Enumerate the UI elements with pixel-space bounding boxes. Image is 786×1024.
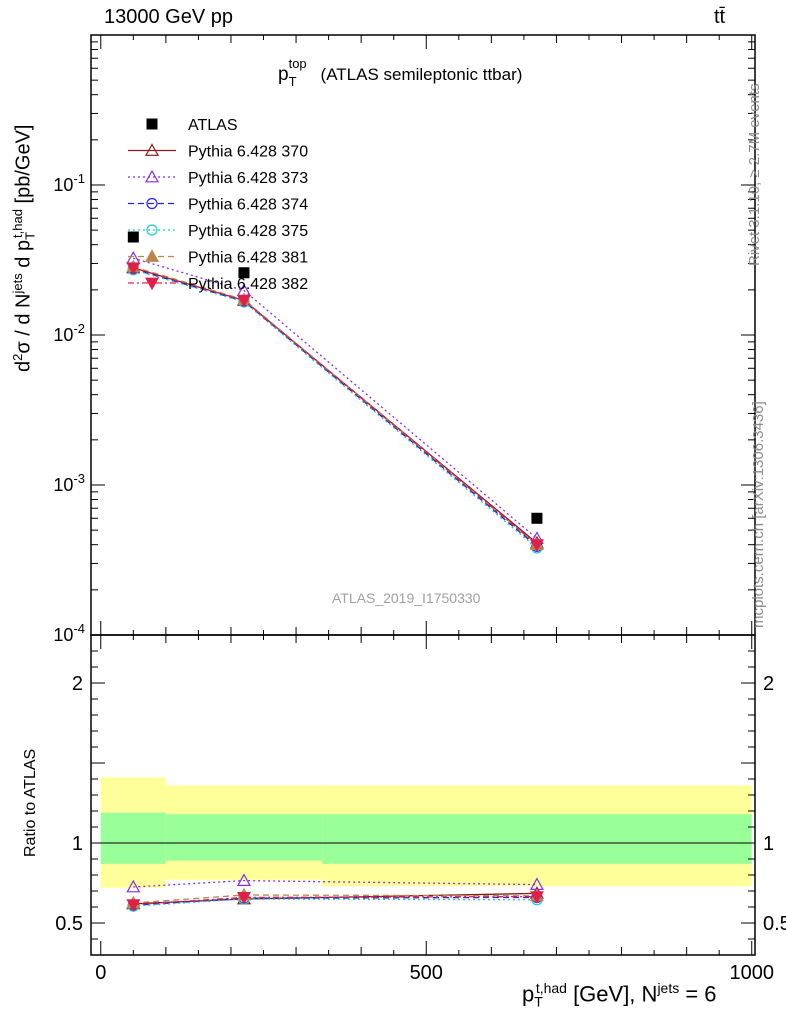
rivet-label: Rivet 3.1.10, ≥ 2.7M events bbox=[746, 83, 763, 267]
series-line bbox=[133, 257, 538, 539]
legend-marker bbox=[144, 169, 160, 183]
series-line bbox=[133, 266, 538, 546]
ratio-tick-label-right: 2 bbox=[763, 673, 774, 695]
series-line bbox=[133, 269, 538, 549]
legend-marker bbox=[146, 224, 158, 236]
mcplots-label: mcplots.cern.ch [arXiv:1306.3436] bbox=[750, 401, 767, 628]
series-line bbox=[133, 267, 538, 546]
series-marker bbox=[236, 295, 252, 308]
legend-label: Pythia 6.428 374 bbox=[188, 197, 308, 214]
chart-title: p top T (ATLAS semileptonic ttbar) bbox=[278, 56, 523, 89]
ratio-series-marker bbox=[236, 891, 252, 905]
ratio-tick-label: 2 bbox=[72, 673, 83, 695]
legend-label: Pythia 6.428 382 bbox=[188, 276, 308, 293]
stat-uncertainty-band bbox=[100, 812, 166, 864]
series-line bbox=[133, 268, 538, 547]
x-tick-label: 500 bbox=[410, 962, 443, 984]
y-tick-label: 10-3 bbox=[53, 471, 85, 495]
ratio-series-marker bbox=[126, 899, 141, 912]
analysis-id: ATLAS_2019_I1750330 bbox=[332, 590, 481, 606]
process-label: tt̄ bbox=[714, 6, 726, 28]
series-line bbox=[133, 267, 538, 544]
energy-label: 13000 GeV pp bbox=[104, 6, 233, 28]
ratio-series-marker bbox=[529, 891, 544, 904]
atlas-data-point bbox=[531, 512, 543, 524]
legend-marker bbox=[146, 118, 158, 130]
x-axis-label: pTt,had [GeV], Njets = 6 bbox=[522, 980, 717, 1010]
legend-label: ATLAS bbox=[188, 117, 238, 134]
ratio-axis-label: Ratio to ATLAS bbox=[22, 748, 39, 857]
legend-label: Pythia 6.428 370 bbox=[188, 144, 308, 161]
series-marker bbox=[529, 539, 544, 552]
ratio-tick-label: 1 bbox=[72, 833, 83, 855]
atlas-data-point bbox=[238, 267, 250, 279]
legend-label: Pythia 6.428 375 bbox=[188, 223, 308, 240]
legend-marker bbox=[146, 197, 158, 210]
y-axis-label: d2σ / d Njets d pTt,had [pb/GeV] bbox=[10, 124, 38, 372]
x-tick-label: 1000 bbox=[729, 962, 774, 984]
series-marker bbox=[126, 262, 141, 276]
ratio-series-marker bbox=[236, 873, 252, 887]
legend-label: Pythia 6.428 373 bbox=[188, 170, 308, 187]
atlas-data-point bbox=[127, 231, 139, 243]
ratio-tick-label-right: 0.5 bbox=[763, 913, 786, 935]
ratio-series-marker bbox=[126, 879, 141, 893]
ratio-series-line bbox=[133, 879, 537, 888]
y-tick-label: 10-2 bbox=[53, 321, 85, 345]
y-tick-label: 10-4 bbox=[53, 621, 85, 645]
ratio-tick-label: 0.5 bbox=[55, 913, 83, 935]
legend-marker bbox=[144, 249, 160, 262]
stat-uncertainty-band bbox=[322, 814, 752, 864]
y-tick-label: 10-1 bbox=[53, 171, 85, 195]
legend-marker bbox=[144, 277, 160, 291]
legend-label: Pythia 6.428 381 bbox=[188, 250, 308, 267]
legend-marker bbox=[144, 143, 160, 156]
ratio-tick-label-right: 1 bbox=[763, 833, 774, 855]
x-tick-label: 0 bbox=[95, 962, 106, 984]
stat-uncertainty-band bbox=[165, 814, 323, 861]
